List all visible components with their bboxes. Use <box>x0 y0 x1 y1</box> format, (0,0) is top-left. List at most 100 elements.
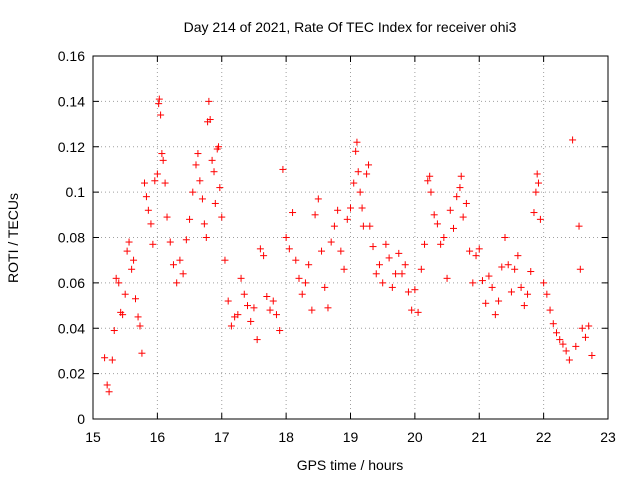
data-point <box>401 261 409 269</box>
data-point <box>298 290 306 298</box>
data-point <box>352 147 360 155</box>
data-point <box>282 234 290 241</box>
data-point <box>110 327 118 335</box>
data-point <box>144 206 152 214</box>
data-point <box>324 304 332 312</box>
data-point <box>108 356 116 364</box>
data-point <box>157 111 165 119</box>
data-point <box>553 329 560 337</box>
data-point <box>138 349 146 357</box>
data-point <box>576 265 584 273</box>
data-point <box>501 234 509 241</box>
data-point <box>121 290 129 298</box>
data-point <box>469 279 477 287</box>
data-point <box>253 336 261 344</box>
data-point <box>128 265 136 273</box>
data-point <box>485 272 493 280</box>
data-point <box>478 277 486 285</box>
data-point <box>546 306 554 314</box>
data-point <box>155 100 163 108</box>
data-point <box>237 274 245 282</box>
data-point <box>495 297 503 305</box>
x-tick-label: 22 <box>536 429 552 445</box>
grid <box>93 56 608 419</box>
data-point <box>543 290 551 298</box>
data-point <box>318 247 326 255</box>
data-point <box>101 354 109 362</box>
x-tick-label: 19 <box>343 429 359 445</box>
data-points <box>101 95 596 396</box>
y-tick-label: 0.12 <box>58 139 85 155</box>
data-point <box>141 179 148 187</box>
data-point <box>354 168 362 176</box>
data-point <box>276 327 284 335</box>
data-point <box>411 286 419 294</box>
x-tick-label: 23 <box>600 429 616 445</box>
data-point <box>524 290 532 298</box>
x-tick-label: 20 <box>407 429 423 445</box>
data-point <box>308 306 316 314</box>
data-point <box>250 304 258 312</box>
data-point <box>234 311 242 319</box>
data-point <box>112 274 120 282</box>
data-point <box>466 247 474 255</box>
data-point <box>227 322 235 330</box>
data-point <box>504 261 512 269</box>
data-point <box>161 179 169 187</box>
data-point <box>437 240 445 248</box>
data-point <box>430 211 438 219</box>
data-point <box>125 238 133 246</box>
data-point <box>147 220 155 228</box>
data-point <box>507 288 515 296</box>
data-point <box>149 240 157 248</box>
data-point <box>365 161 373 169</box>
data-point <box>549 320 557 328</box>
data-point <box>369 243 377 251</box>
data-point <box>443 274 451 282</box>
y-tick-label: 0.08 <box>58 230 85 246</box>
data-point <box>247 317 255 325</box>
x-axis-label: GPS time / hours <box>297 457 404 473</box>
data-point <box>511 265 519 273</box>
data-point <box>343 215 351 223</box>
data-point <box>240 290 248 298</box>
y-tick-label: 0.02 <box>58 366 85 382</box>
data-point <box>155 95 163 103</box>
data-point <box>520 302 528 310</box>
data-point <box>279 165 287 173</box>
data-point <box>417 265 425 273</box>
data-point <box>123 247 131 255</box>
data-point <box>202 234 210 241</box>
data-point <box>266 306 274 314</box>
data-point <box>182 236 190 244</box>
data-point <box>556 336 564 344</box>
data-point <box>372 270 380 278</box>
data-point <box>404 288 412 296</box>
data-point <box>301 279 309 287</box>
x-tick-label: 17 <box>214 429 230 445</box>
data-point <box>159 156 167 164</box>
data-point <box>224 297 232 305</box>
data-point <box>356 188 364 196</box>
data-point <box>565 356 573 364</box>
data-point <box>358 204 366 212</box>
data-point <box>446 206 454 214</box>
y-tick-label: 0.14 <box>58 93 85 109</box>
data-point <box>433 220 441 228</box>
data-point <box>569 136 577 144</box>
data-point <box>208 156 216 164</box>
data-point <box>119 311 127 319</box>
y-tick-label: 0 <box>77 411 85 427</box>
data-point <box>151 177 159 185</box>
data-point <box>453 193 461 201</box>
x-tick-label: 18 <box>278 429 294 445</box>
data-point <box>260 252 268 260</box>
data-point <box>475 245 483 253</box>
data-point <box>327 238 335 246</box>
data-point <box>379 279 387 287</box>
data-point <box>179 270 187 278</box>
data-point <box>289 209 297 217</box>
x-axis-tick-labels: 15 16 17 18 19 20 21 22 23 <box>85 429 616 445</box>
data-point <box>169 261 177 269</box>
data-point <box>588 351 596 359</box>
